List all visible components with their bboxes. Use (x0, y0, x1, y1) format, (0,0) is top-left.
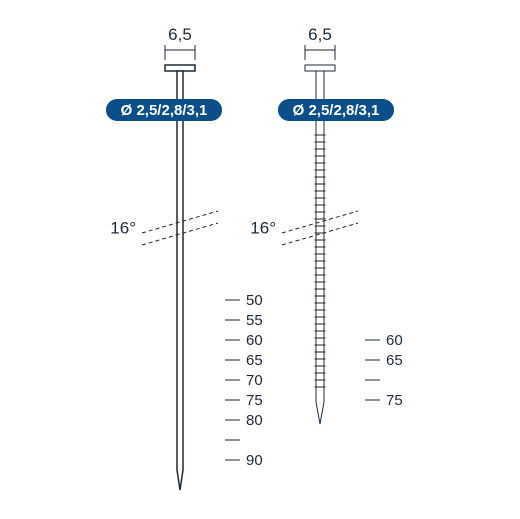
diameter-label: Ø 2,5/2,8/3,1 (121, 102, 208, 119)
scale-label: 65 (246, 352, 263, 369)
scale-label: 75 (386, 392, 403, 409)
scale-label: 60 (246, 332, 263, 349)
scale-label: 65 (386, 352, 403, 369)
diameter-label: Ø 2,5/2,8/3,1 (293, 102, 380, 119)
scale-label: 90 (246, 452, 263, 469)
head-width-label: 6,5 (168, 25, 192, 44)
scale-label: 80 (246, 412, 263, 429)
scale-label: 55 (246, 312, 263, 329)
scale-label: 75 (246, 392, 263, 409)
scale-label: 60 (386, 332, 403, 349)
head-width-label: 6,5 (308, 25, 332, 44)
nail-head (165, 65, 195, 71)
nail-shaft-smooth (177, 71, 183, 490)
scale-label: 70 (246, 372, 263, 389)
scale-label: 50 (246, 292, 263, 309)
angle-label: 16° (110, 218, 136, 237)
nail-head (305, 65, 335, 71)
angle-label: 16° (250, 218, 276, 237)
